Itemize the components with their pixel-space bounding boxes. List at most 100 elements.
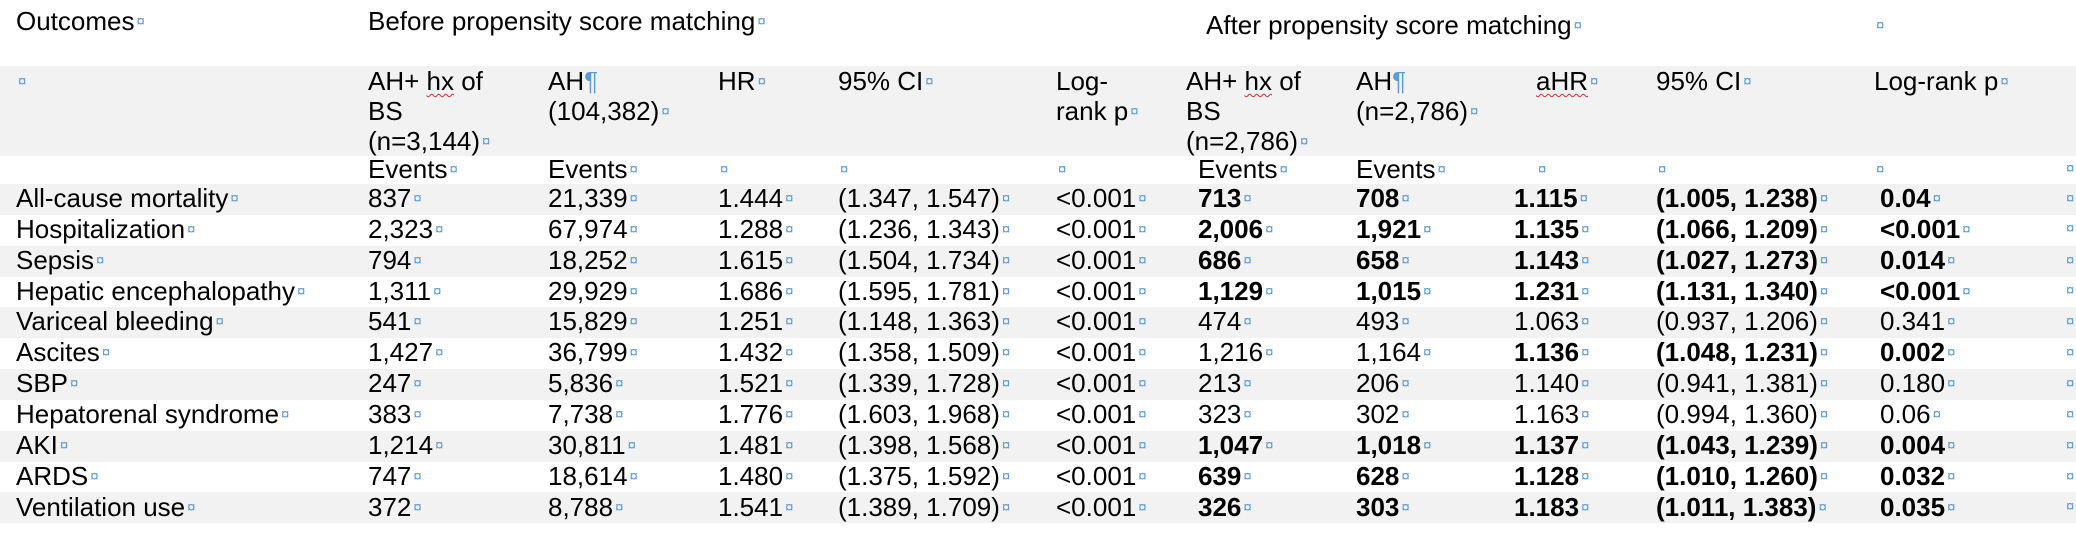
cell-end-mark: ¤ <box>629 252 638 269</box>
cell-end-mark: ¤ <box>629 313 638 330</box>
cell-end-mark: ¤ <box>785 437 794 454</box>
before-events-2: 29,929 ¤ <box>548 276 638 306</box>
cell-end-mark: ¤ <box>1947 468 1956 485</box>
cell-end-mark: ¤ <box>840 161 849 178</box>
cell-end-mark: ¤ <box>1818 499 1827 516</box>
cell-end-mark: ¤ <box>1138 375 1147 392</box>
ci-before-value: (1.398, 1.568) ¤ <box>838 430 1011 460</box>
ahr-header: aHR ¤ <box>1536 66 1599 96</box>
paragraph-mark: ¶ <box>1392 66 1407 96</box>
ci-after-value: (1.011, 1.383) ¤ <box>1656 492 1827 522</box>
cell-end-mark: ¤ <box>413 499 422 516</box>
after-events-2: 302 ¤ <box>1356 399 1410 429</box>
cell-end-mark: ¤ <box>785 190 794 207</box>
cell-end-mark: ¤ <box>757 73 766 90</box>
logrank-after-value: 0.180 ¤ <box>1880 368 1956 398</box>
row-end-mark: ¤ <box>2066 220 2075 237</box>
outcome-cell: SBP ¤ <box>16 368 79 398</box>
cell-end-mark: ¤ <box>1819 190 1829 207</box>
outcome-cell: Hepatorenal syndrome ¤ <box>16 399 290 429</box>
after-events-1: 639 ¤ <box>1198 461 1252 491</box>
cell-end-mark: ¤ <box>1590 73 1599 90</box>
after-events-1: 1,216 ¤ <box>1198 337 1274 367</box>
subheader-empty-cell: ¤ <box>16 66 26 97</box>
cell-end-mark: ¤ <box>629 161 638 178</box>
before-events-2: 30,811 ¤ <box>548 430 636 460</box>
logrank-after-header: Log-rank p ¤ <box>1874 66 2009 96</box>
ci-before-value: (1.236, 1.343) ¤ <box>838 214 1011 244</box>
events-label-before-2: Events ¤ <box>548 154 638 184</box>
after-events-2: 493 ¤ <box>1356 306 1410 336</box>
logrank-before-value: <0.001 ¤ <box>1056 461 1147 491</box>
logrank-before-value: <0.001 ¤ <box>1056 337 1147 367</box>
cell-end-mark: ¤ <box>1130 103 1139 120</box>
logrank-after-value: 0.04 ¤ <box>1880 183 1941 213</box>
logrank-before-value: <0.001 ¤ <box>1056 399 1147 429</box>
cell-end-mark: ¤ <box>18 73 27 90</box>
logrank-after-value: 0.002 ¤ <box>1880 337 1956 367</box>
ahr-value: 1.140 ¤ <box>1514 368 1590 398</box>
cell-end-mark: ¤ <box>1001 283 1011 300</box>
after-events-2: 303 ¤ <box>1356 492 1410 522</box>
cell-end-mark: ¤ <box>413 190 422 207</box>
row-end-mark: ¤ <box>2066 252 2075 269</box>
ahr-value: 1.128 ¤ <box>1514 461 1590 491</box>
cell-end-mark: ¤ <box>1243 499 1252 516</box>
before-events-2: 18,252 ¤ <box>548 245 638 275</box>
cell-end-mark: ¤ <box>1962 283 1971 300</box>
logrank-before-value: <0.001 ¤ <box>1056 276 1147 306</box>
cell-end-mark: ¤ <box>90 468 99 485</box>
cell-end-mark: ¤ <box>449 161 458 178</box>
cell-end-mark: ¤ <box>785 313 794 330</box>
after-events-1: 686 ¤ <box>1198 245 1252 275</box>
cell-end-mark: ¤ <box>1001 221 1011 238</box>
before-group2-header: AH¶ (104,382) ¤ <box>548 66 670 126</box>
ahr-value: 1.183 ¤ <box>1514 492 1590 522</box>
ahr-value: 1.231 ¤ <box>1514 276 1590 306</box>
cell-end-mark: ¤ <box>1423 437 1432 454</box>
hr-value: 1.444 ¤ <box>718 183 794 213</box>
events-label-after-1: Events ¤ <box>1198 154 1288 184</box>
cell-end-mark: ¤ <box>1876 17 1885 34</box>
before-events-2: 7,738 ¤ <box>548 399 624 429</box>
cell-end-mark: ¤ <box>1581 499 1590 516</box>
ci-before-value: (1.504, 1.734) ¤ <box>838 245 1011 275</box>
cell-end-mark: ¤ <box>413 406 422 423</box>
cell-end-mark: ¤ <box>1001 406 1011 423</box>
cell-end-mark: ¤ <box>615 406 624 423</box>
cell-end-mark: ¤ <box>1581 344 1590 361</box>
ci-after-value: (1.048, 1.231) ¤ <box>1656 337 1829 367</box>
cell-end-mark: ¤ <box>96 252 105 269</box>
events-empty-cell: ¤ <box>1536 154 1546 185</box>
ci-before-value: (1.595, 1.781) ¤ <box>838 276 1011 306</box>
cell-end-mark: ¤ <box>1138 468 1147 485</box>
cell-end-mark: ¤ <box>1581 468 1590 485</box>
cell-end-mark: ¤ <box>1876 161 1885 178</box>
before-events-1: 747 ¤ <box>368 461 422 491</box>
cell-end-mark: ¤ <box>1138 252 1147 269</box>
cell-end-mark: ¤ <box>1947 313 1956 330</box>
cell-end-mark: ¤ <box>1001 437 1011 454</box>
ahr-value: 1.163 ¤ <box>1514 399 1590 429</box>
cell-end-mark: ¤ <box>1001 499 1011 516</box>
ci-before-value: (1.603, 1.968) ¤ <box>838 399 1011 429</box>
ci-after-value: (1.010, 1.260) ¤ <box>1656 461 1829 491</box>
cell-end-mark: ¤ <box>230 190 239 207</box>
cell-end-mark: ¤ <box>1423 344 1432 361</box>
cell-end-mark: ¤ <box>785 252 794 269</box>
cell-end-mark: ¤ <box>629 190 638 207</box>
cell-end-mark: ¤ <box>1947 252 1956 269</box>
cell-end-mark: ¤ <box>1819 313 1829 330</box>
row-band <box>0 246 2076 277</box>
cell-end-mark: ¤ <box>1819 221 1829 238</box>
cell-end-mark: ¤ <box>1947 499 1956 516</box>
cell-end-mark: ¤ <box>785 499 794 516</box>
hr-value: 1.480 ¤ <box>718 461 794 491</box>
logrank-before-value: <0.001 ¤ <box>1056 245 1147 275</box>
ci-after-value: (1.005, 1.238) ¤ <box>1656 183 1829 213</box>
cell-end-mark: ¤ <box>1243 375 1252 392</box>
cell-end-mark: ¤ <box>1579 190 1588 207</box>
logrank-before-header: Log- rank p ¤ <box>1056 66 1139 126</box>
outcome-cell: All-cause mortality ¤ <box>16 183 239 213</box>
cell-end-mark: ¤ <box>629 344 638 361</box>
